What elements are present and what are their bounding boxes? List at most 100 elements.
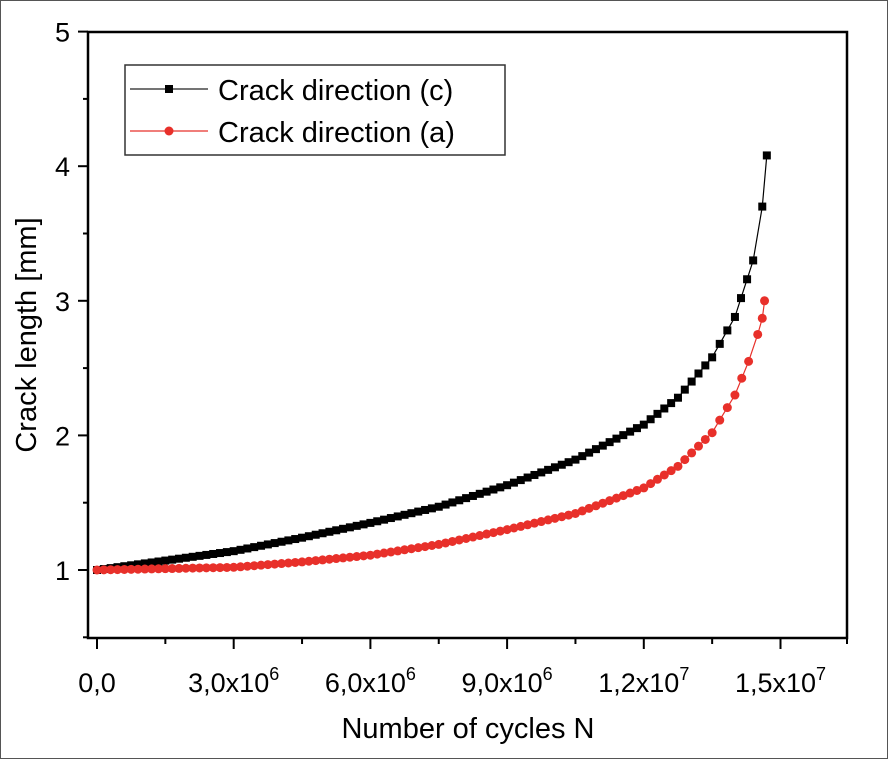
data-point [447,536,457,546]
data-point [256,560,266,570]
data-point [160,564,170,574]
data-point [106,565,116,575]
data-point [639,483,649,493]
legend-label-c: Crack direction (c) [218,75,453,107]
data-point [365,550,375,560]
data-point [407,509,416,518]
data-point [421,505,430,514]
data-point [564,458,573,467]
data-point [707,428,717,438]
data-point [441,538,451,548]
data-point [393,512,402,521]
data-point [673,461,683,471]
data-point [413,543,423,553]
data-point [249,561,259,571]
data-point [195,551,204,560]
data-point [291,535,300,544]
data-point [181,563,191,573]
data-point [359,551,369,561]
data-point [744,356,754,366]
data-point [653,409,662,418]
data-point [730,312,739,321]
data-point [516,521,526,531]
data-point [420,542,430,552]
data-point [331,554,341,564]
data-point [297,557,307,567]
data-point [181,553,190,562]
data-point [475,489,484,498]
data-point [332,526,341,535]
data-point [758,202,767,211]
data-point [578,452,587,461]
data-point [99,565,109,575]
data-point [188,552,197,561]
data-point [318,529,327,538]
data-point [646,479,656,489]
data-point [488,528,498,538]
y-tick-label: 2 [55,421,70,451]
data-point [366,518,375,527]
data-point [489,485,498,494]
data-point [257,541,266,550]
data-point [503,481,512,490]
data-point [626,427,635,436]
data-point [509,523,519,533]
data-point [632,424,641,433]
data-point [680,385,689,394]
data-point [523,473,532,482]
legend-label-a: Crack direction (a) [218,117,455,149]
data-point [760,296,770,306]
data-point [550,463,559,472]
data-point [708,353,717,362]
x-tick-label: 6,0x106 [325,664,416,698]
data-point [188,563,198,573]
y-axis: 1 2 3 4 5 [55,18,88,639]
data-point [441,500,450,509]
data-point [762,151,771,160]
data-point [454,535,464,545]
data-point [352,552,362,562]
data-point [195,563,205,573]
data-point [544,465,553,474]
data-point [495,526,505,536]
y-tick-label: 3 [55,287,70,317]
data-point [700,434,710,444]
data-point [167,564,177,574]
data-point [605,438,614,447]
data-point [571,455,580,464]
data-point [496,483,505,492]
data-point [352,521,361,530]
data-point [229,562,239,572]
data-point [715,339,724,348]
data-point [577,506,587,516]
data-point [701,361,710,370]
data-point [325,527,334,536]
data-point [694,369,703,378]
x-tick-label: 9,0x106 [462,664,553,698]
series-crack-direction-a [92,296,770,575]
data-point [523,520,533,530]
data-point [625,488,635,498]
data-point [570,508,580,518]
data-point [612,434,621,443]
data-point [119,564,129,574]
data-point [667,399,676,408]
data-point [345,523,354,532]
x-tick-label: 3,0x106 [188,664,279,698]
data-point [585,448,594,457]
data-point [161,556,170,565]
data-point [140,564,150,574]
data-point [311,530,320,539]
data-point [222,562,232,572]
data-point [147,564,157,574]
data-point [715,415,725,425]
data-point [737,294,746,303]
data-point [263,560,273,570]
data-point [468,491,477,500]
data-point [646,415,655,424]
data-point [468,532,478,542]
data-point [680,455,690,465]
data-point [277,537,286,546]
data-point [639,420,648,429]
data-point [134,560,143,569]
